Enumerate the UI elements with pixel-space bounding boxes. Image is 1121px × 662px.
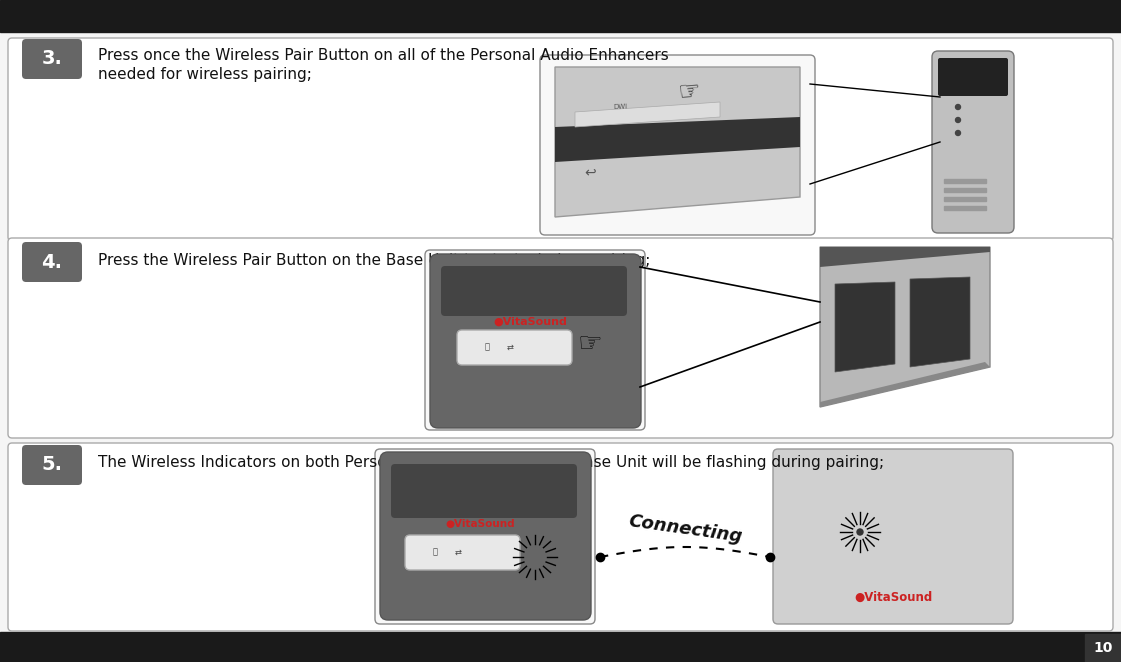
Text: needed for wireless pairing;: needed for wireless pairing; xyxy=(98,66,312,81)
Polygon shape xyxy=(910,277,970,367)
FancyBboxPatch shape xyxy=(540,55,815,235)
Text: 4.: 4. xyxy=(41,252,63,271)
FancyBboxPatch shape xyxy=(457,330,572,365)
FancyBboxPatch shape xyxy=(22,445,82,485)
Text: ☞: ☞ xyxy=(678,79,702,105)
Circle shape xyxy=(856,529,863,535)
FancyBboxPatch shape xyxy=(22,39,82,79)
FancyBboxPatch shape xyxy=(8,238,1113,438)
FancyBboxPatch shape xyxy=(425,250,645,430)
FancyBboxPatch shape xyxy=(8,38,1113,241)
Text: ●VitaSound: ●VitaSound xyxy=(493,317,567,327)
Polygon shape xyxy=(555,117,800,162)
Text: Press the Wireless Pair Button on the Base Unit to start wireless pairing;: Press the Wireless Pair Button on the Ba… xyxy=(98,252,650,267)
Bar xyxy=(1085,634,1121,662)
Circle shape xyxy=(955,130,961,136)
FancyBboxPatch shape xyxy=(391,464,577,518)
Text: ☞: ☞ xyxy=(577,330,602,358)
FancyBboxPatch shape xyxy=(22,242,82,282)
Text: The Wireless Indicators on both Personal Audio Enhancer and Base Unit will be fl: The Wireless Indicators on both Personal… xyxy=(98,455,884,471)
Polygon shape xyxy=(555,67,800,217)
FancyBboxPatch shape xyxy=(376,449,595,624)
Text: 3.: 3. xyxy=(41,50,63,68)
FancyBboxPatch shape xyxy=(773,449,1013,624)
Polygon shape xyxy=(575,102,720,127)
Bar xyxy=(944,206,986,210)
Bar xyxy=(0,0,1121,32)
Text: Connecting: Connecting xyxy=(627,512,743,546)
Circle shape xyxy=(955,117,961,122)
Bar xyxy=(944,179,986,183)
FancyBboxPatch shape xyxy=(430,254,641,428)
Circle shape xyxy=(955,105,961,109)
Polygon shape xyxy=(835,282,895,372)
FancyBboxPatch shape xyxy=(932,51,1015,233)
FancyBboxPatch shape xyxy=(938,58,1008,96)
Bar xyxy=(0,632,1121,662)
Text: ⏻: ⏻ xyxy=(484,342,490,352)
FancyBboxPatch shape xyxy=(380,452,591,620)
Text: 5.: 5. xyxy=(41,455,63,475)
Text: Press once the Wireless Pair Button on all of the Personal Audio Enhancers: Press once the Wireless Pair Button on a… xyxy=(98,48,669,62)
Text: ⇄: ⇄ xyxy=(507,342,513,352)
Bar xyxy=(941,60,1006,92)
Text: DWI: DWI xyxy=(613,104,627,111)
FancyBboxPatch shape xyxy=(8,443,1113,631)
Text: ⏻: ⏻ xyxy=(433,547,437,557)
Polygon shape xyxy=(819,247,990,407)
Text: ⇄: ⇄ xyxy=(454,547,462,557)
FancyBboxPatch shape xyxy=(405,535,520,570)
Text: ●VitaSound: ●VitaSound xyxy=(854,591,933,604)
Bar xyxy=(944,188,986,192)
Text: ●VitaSound: ●VitaSound xyxy=(445,519,515,529)
Polygon shape xyxy=(819,362,990,407)
Text: 10: 10 xyxy=(1093,641,1113,655)
Text: ↩: ↩ xyxy=(584,165,596,179)
FancyBboxPatch shape xyxy=(441,266,627,316)
Bar xyxy=(944,197,986,201)
Polygon shape xyxy=(819,247,990,267)
